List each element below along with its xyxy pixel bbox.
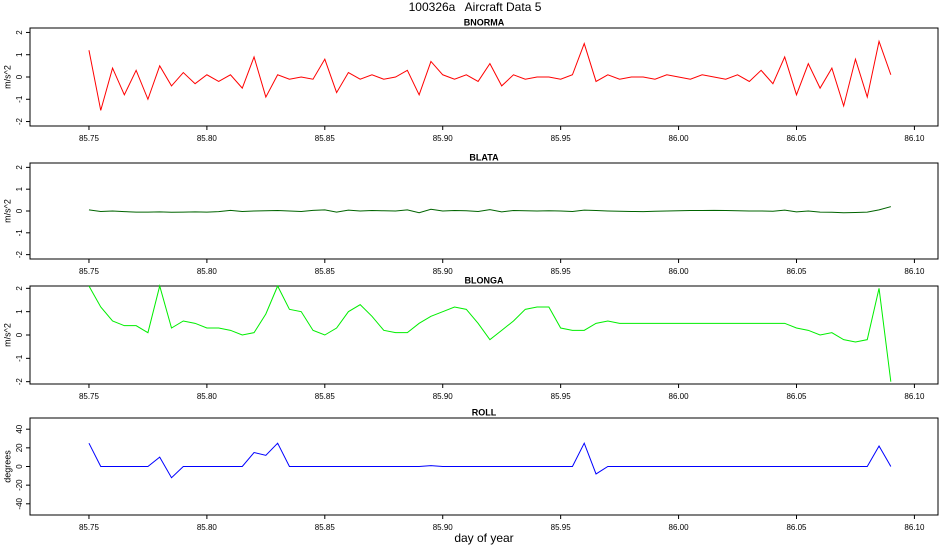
panel-title: BLONGA: [465, 275, 504, 285]
y-tick-label: -1: [15, 229, 24, 237]
y-tick-label: 20: [15, 443, 24, 452]
y-tick-label: 0: [15, 464, 24, 469]
x-tick-label: 86.05: [786, 134, 807, 143]
x-tick-label: 85.75: [79, 267, 100, 276]
data-line: [88, 284, 892, 382]
x-tick-label: 85.90: [433, 523, 454, 532]
panel-title: ROLL: [472, 407, 497, 417]
y-axis-label: degrees: [2, 450, 12, 483]
x-tick-label: 85.85: [315, 392, 336, 401]
panel-title: BNORMA: [464, 17, 505, 27]
y-tick-label: 2: [15, 165, 24, 170]
y-tick-label: -2: [15, 378, 24, 386]
y-axis-label: m/s^2: [2, 65, 12, 89]
x-tick-label: 85.75: [79, 134, 100, 143]
y-tick-label: 40: [15, 424, 24, 433]
y-tick-label: -2: [15, 251, 24, 259]
y-tick-label: -2: [15, 117, 24, 125]
y-tick-label: 2: [15, 286, 24, 291]
y-tick-label: -20: [15, 479, 24, 491]
x-tick-label: 86.00: [669, 267, 690, 276]
y-tick-label: -1: [15, 354, 24, 362]
x-tick-label: 86.05: [786, 392, 807, 401]
x-tick-label: 85.95: [551, 392, 572, 401]
x-tick-label: 85.75: [79, 523, 100, 532]
page-title: 100326a Aircraft Data 5: [409, 0, 542, 14]
panel-title: BLATA: [469, 152, 499, 162]
x-tick-label: 85.75: [79, 392, 100, 401]
x-tick-label: 86.10: [904, 134, 925, 143]
x-tick-label: 85.90: [433, 267, 454, 276]
data-line: [88, 39, 892, 111]
y-tick-label: 0: [15, 332, 24, 337]
y-tick-label: 1: [15, 186, 24, 191]
x-tick-label: 86.00: [669, 523, 690, 532]
y-axis-label: m/s^2: [2, 199, 12, 223]
x-tick-label: 86.10: [904, 392, 925, 401]
x-axis-label: day of year: [454, 531, 513, 545]
x-tick-label: 86.05: [786, 523, 807, 532]
x-tick-label: 85.95: [551, 523, 572, 532]
data-line: [88, 206, 891, 214]
plot-frame: [29, 285, 939, 385]
y-tick-label: 1: [15, 52, 24, 57]
data-line: [88, 441, 892, 479]
x-tick-label: 85.80: [197, 134, 218, 143]
x-tick-label: 85.85: [315, 523, 336, 532]
x-tick-label: 85.85: [315, 134, 336, 143]
y-tick-label: 1: [15, 309, 24, 314]
y-tick-label: 0: [15, 208, 24, 213]
x-tick-label: 85.85: [315, 267, 336, 276]
y-tick-label: 0: [15, 74, 24, 79]
y-tick-label: 2: [15, 30, 24, 35]
x-tick-label: 86.00: [669, 134, 690, 143]
x-tick-label: 85.80: [197, 392, 218, 401]
x-tick-label: 85.90: [433, 134, 454, 143]
y-tick-label: -1: [15, 95, 24, 103]
x-tick-label: 85.90: [433, 392, 454, 401]
x-tick-label: 85.80: [197, 523, 218, 532]
x-tick-label: 85.80: [197, 267, 218, 276]
x-tick-label: 85.95: [551, 267, 572, 276]
x-tick-label: 86.05: [786, 267, 807, 276]
x-tick-label: 86.00: [669, 392, 690, 401]
y-tick-label: -40: [15, 497, 24, 509]
x-tick-label: 85.95: [551, 134, 572, 143]
y-axis-label: m/s^2: [2, 323, 12, 347]
x-tick-label: 86.10: [904, 523, 925, 532]
x-tick-label: 86.10: [904, 267, 925, 276]
